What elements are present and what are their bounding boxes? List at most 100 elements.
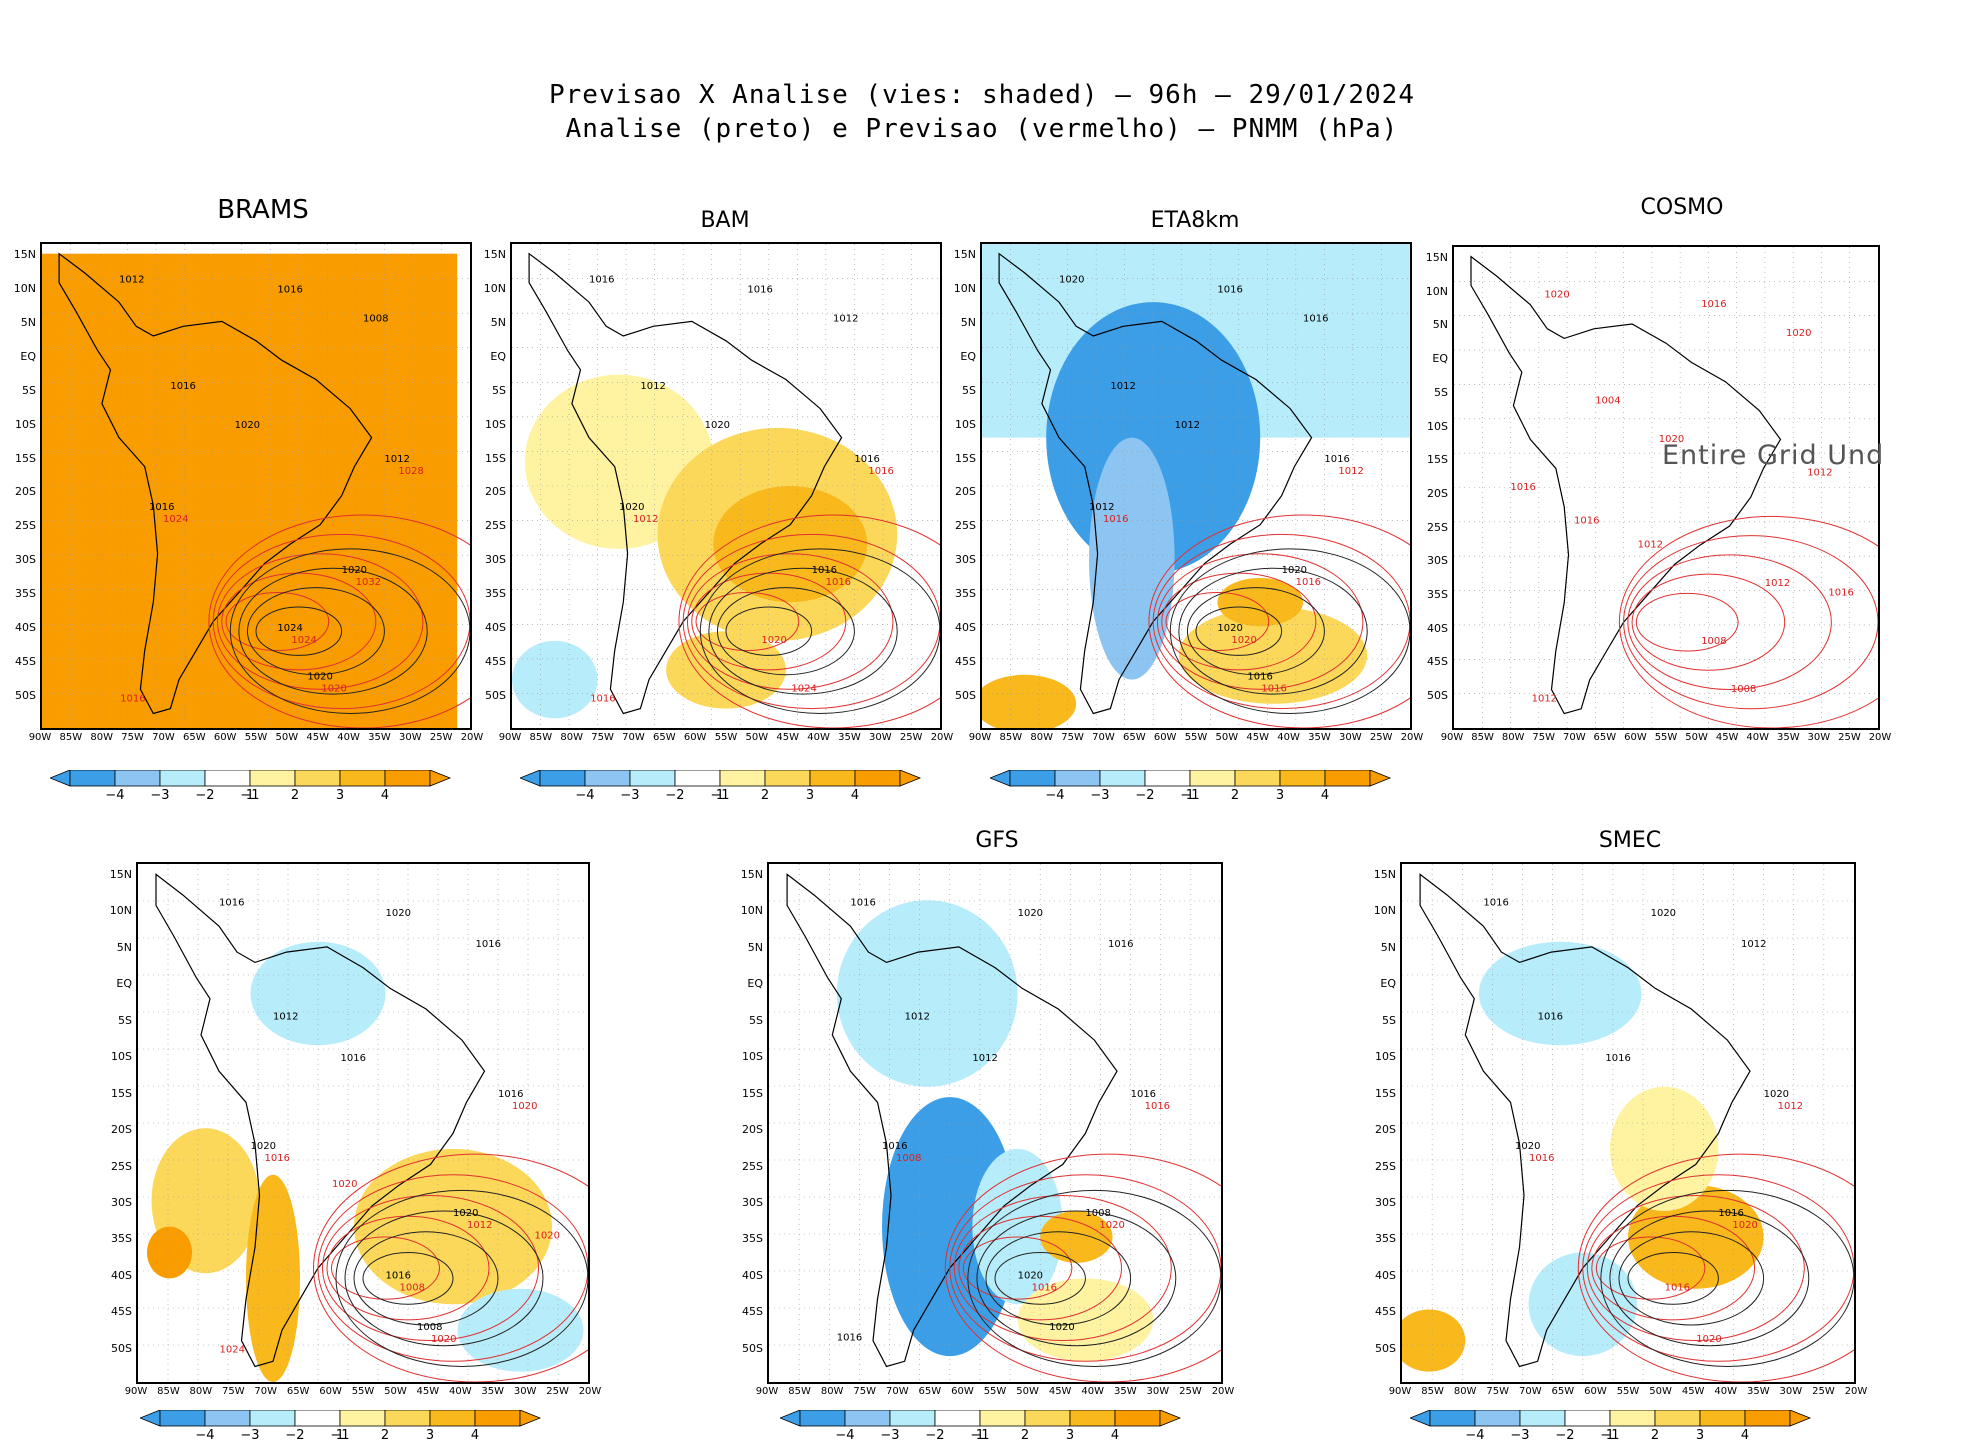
- contour-label-red: 1016: [1574, 516, 1599, 527]
- bias-positive: [982, 674, 1077, 728]
- lat-tick-label: 10N: [1425, 284, 1448, 298]
- lon-tick-label: 85W: [999, 732, 1023, 743]
- red-contour: [225, 591, 330, 652]
- red-contour: [962, 1236, 1073, 1300]
- contour-label-red: 1012: [467, 1220, 492, 1231]
- lon-tick-label: 40W: [1081, 1386, 1105, 1397]
- black-contour: [985, 1231, 1132, 1326]
- grid-lines: [769, 864, 1221, 1382]
- lat-tick-label: 10N: [109, 904, 132, 918]
- lon-tick-label: 25W: [1838, 732, 1861, 743]
- lat-tick-label: 15N: [483, 248, 506, 261]
- black-contour: [967, 1189, 1221, 1367]
- lon-tick-label: 25W: [429, 732, 453, 743]
- colorbar-label: −3: [150, 788, 170, 803]
- contour-label-black: 1020: [1515, 1141, 1540, 1152]
- colorbar-label: −4: [575, 788, 595, 803]
- grid-lines: [982, 244, 1410, 728]
- lat-tick-label: 35S: [1427, 588, 1448, 602]
- lon-tick-label: 40W: [1746, 732, 1770, 743]
- lat-tick-label: 30S: [15, 553, 36, 567]
- colorbar-segment: [1519, 1410, 1566, 1427]
- lon-tick-label: 65W: [1593, 732, 1617, 743]
- lat-tick-label: 30S: [1427, 554, 1448, 568]
- contour-label-red: 1012: [1638, 540, 1663, 551]
- map-panel-SMEC: 1016 1020 1012 1016 1016 1020 1020 1016 1012 1016…: [1400, 862, 1856, 1384]
- lon-tick-label: 30W: [1338, 732, 1362, 743]
- lat-tick-label: 35S: [742, 1232, 763, 1246]
- black-contour: [1600, 1189, 1854, 1367]
- red-contour: [212, 533, 470, 710]
- colorbar-segment: [1144, 770, 1191, 787]
- colorbar-segment: [1024, 1410, 1071, 1427]
- coastline: [58, 252, 373, 715]
- colorbar-segment: [294, 1410, 341, 1427]
- map-panel-ETA8km: 1020 1016 1016 1012 1012 1016 1012 1020 1020 1016…: [980, 242, 1412, 730]
- contour-label-red: 1008: [400, 1282, 425, 1293]
- colorbar-segment: [294, 770, 341, 787]
- lat-tick-label: 50S: [485, 689, 506, 703]
- contour-label-red: 1016: [1665, 1282, 1690, 1293]
- contour-label-black: 1020: [386, 908, 411, 919]
- colorbar-segment: [1099, 770, 1146, 787]
- lat-tick-label: 20S: [111, 1123, 132, 1137]
- lon-tick-label: 35W: [1776, 732, 1800, 743]
- colorbar-segment: [69, 770, 116, 787]
- bias-negative: [1478, 941, 1642, 1046]
- lat-tick-label: 50S: [15, 689, 36, 703]
- lon-tick-label: 30W: [1146, 1386, 1170, 1397]
- map-canvas-panel5: 1016102010161012101610161020102010161008…: [138, 864, 588, 1382]
- colorbar-label: −3: [1090, 788, 1110, 803]
- contour-label-black: 1016: [1108, 939, 1133, 950]
- contour-label-red: 1016: [868, 466, 893, 477]
- lat-tick-label: 15S: [111, 1086, 132, 1100]
- bias-positive: [1628, 1185, 1764, 1289]
- lon-tick-label: 40W: [1714, 1386, 1738, 1397]
- coastline: [1470, 255, 1782, 715]
- colorbar-label: −4: [1045, 788, 1065, 803]
- contour-label-red: 1020: [321, 684, 346, 695]
- lat-tick-label: 45S: [485, 655, 506, 669]
- contour-label-black: 1016: [386, 1270, 411, 1281]
- lon-tick-label: 60W: [1584, 1386, 1607, 1397]
- lon-tick-label: 45W: [416, 1386, 440, 1397]
- contour-label-red: 1020: [1231, 635, 1256, 646]
- colorbar-arrow-left: [520, 770, 541, 787]
- colorbar-segment: [159, 770, 206, 787]
- contour-label-black: 1012: [1110, 381, 1135, 392]
- lat-tick-label: 5S: [118, 1013, 132, 1027]
- colorbar-label: 4: [1320, 788, 1330, 803]
- lon-tick-label: 75W: [1532, 732, 1556, 743]
- bias-positive: [1178, 607, 1368, 704]
- lon-tick-label: 90W: [1440, 732, 1464, 743]
- lat-tick-label: 5S: [1382, 1013, 1396, 1027]
- lon-tick-label: 50W: [1685, 732, 1708, 743]
- lat-tick-label: 35S: [15, 587, 36, 601]
- contour-label-red: 1020: [1732, 1220, 1757, 1231]
- contour-label-red: 1016: [826, 577, 851, 588]
- lat-tick-label: 15S: [485, 451, 506, 465]
- colorbar-label: 1: [715, 788, 725, 803]
- lon-tick-label: 55W: [1184, 732, 1208, 743]
- lat-tick-label: 40S: [485, 621, 506, 635]
- colorbar-segment: [114, 770, 161, 787]
- lat-tick-label: 10N: [13, 281, 36, 295]
- colorbar-SMEC: [1410, 1410, 1812, 1427]
- contour-label-black: 1024: [277, 623, 302, 634]
- colorbar-segment: [249, 770, 296, 787]
- red-contour: [1631, 573, 1786, 671]
- red-contour: [686, 553, 894, 690]
- colorbar-segment: [429, 1410, 476, 1427]
- map-canvas-COSMO: 1012 1016 1012 1008 1008 1012 1012 1016 1016 1020…: [1454, 247, 1878, 728]
- colorbar-label: 1: [1185, 788, 1195, 803]
- map-panel-panel5: 1016 1020 1016 1012 1016 1016 1020 1020 1016 1008…: [136, 862, 590, 1384]
- colorbar-label: 2: [290, 788, 300, 803]
- lat-tick-label: 15N: [1425, 251, 1448, 264]
- lat-tick-label: 10S: [1427, 419, 1448, 433]
- lat-tick-label: 35S: [485, 587, 506, 601]
- panel-title-BAM: BAM: [700, 208, 750, 233]
- colorbar-segment: [1609, 1410, 1656, 1427]
- contour-label-black: 1016: [1217, 284, 1242, 295]
- black-contour: [246, 587, 385, 676]
- lon-tick-label: 25W: [1179, 1386, 1202, 1397]
